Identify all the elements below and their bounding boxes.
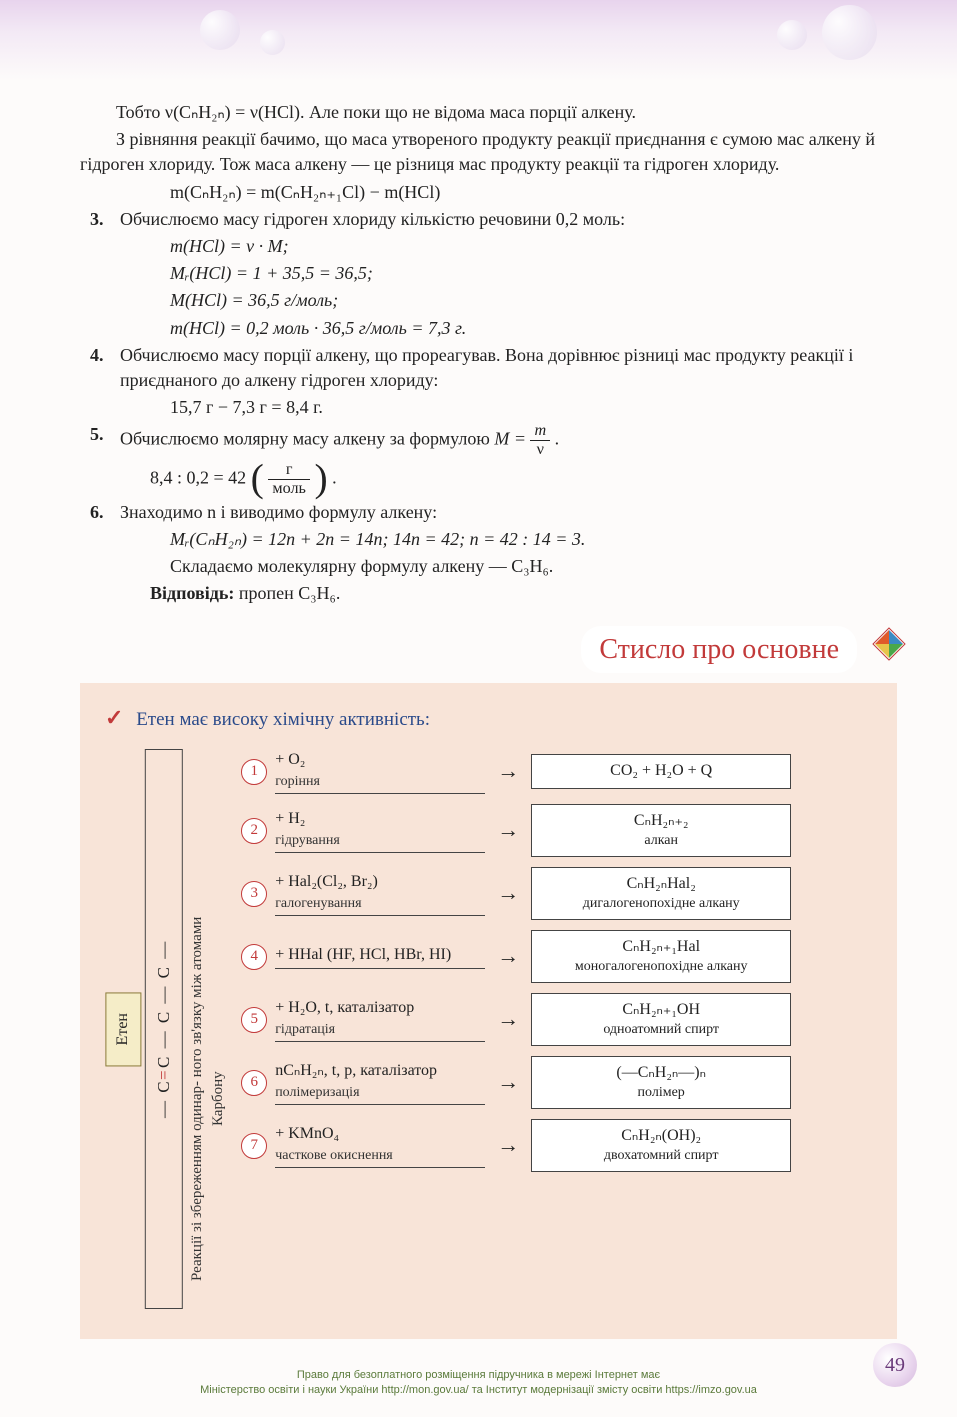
- reaction-row: 2 + H₂гідрування → CₙH₂ₙ₊₂алкан: [241, 804, 872, 857]
- step-text: Обчислюємо масу порції алкену, що прореа…: [120, 343, 897, 393]
- reaction-number: 5: [241, 1007, 267, 1033]
- reaction-row: 3 + Hal₂(Cl₂, Br₂)галогенування → CₙH₂ₙHal₂…: [241, 867, 872, 920]
- summary-box: ✓ Етен має високу хімічну активність: Ет…: [80, 683, 897, 1339]
- step-number: 5.: [80, 422, 120, 459]
- summary-title: ✓ Етен має високу хімічну активність:: [105, 703, 872, 734]
- equation: 8,4 : 0,2 = 42 ( г моль ) .: [80, 461, 897, 498]
- reaction-number: 2: [241, 818, 267, 844]
- step-item: 3. Обчислюємо масу гідроген хлориду кіль…: [80, 207, 897, 232]
- reaction-diagram: Етен — C = C — C — C — Реакції зі збереж…: [105, 749, 872, 1309]
- reaction-reagent: + H₂O, t, каталізаторгідратація: [275, 997, 485, 1042]
- step-text: Обчислюємо масу гідроген хлориду кількіс…: [120, 207, 897, 232]
- equation: m(HCl) = ν · M;: [80, 234, 897, 259]
- equation: Складаємо молекулярну формулу алкену — C…: [80, 554, 897, 579]
- arrow-icon: →: [497, 941, 519, 972]
- reaction-product: CₙH₂ₙ(OH)₂двохатомний спирт: [531, 1119, 791, 1172]
- paren-open: (: [251, 467, 264, 491]
- reaction-row: 1 + O₂горіння → CO₂ + H₂O + Q: [241, 749, 872, 794]
- step-number: 6.: [80, 500, 120, 525]
- step-number: 4.: [80, 343, 120, 393]
- eten-label: Етен: [105, 992, 141, 1066]
- answer-text: пропен C₃H₆.: [239, 583, 340, 603]
- equation: 15,7 г − 7,3 г = 8,4 г.: [80, 395, 897, 420]
- calc-prefix: 8,4 : 0,2 = 42: [150, 467, 251, 487]
- paragraph: Тобто ν(CₙH₂ₙ) = ν(HCl). Але поки що не …: [80, 100, 897, 125]
- bubble-decoration: [200, 10, 240, 50]
- step-item: 5. Обчислюємо молярну масу алкену за фор…: [80, 422, 897, 459]
- answer-line: Відповідь: пропен C₃H₆.: [80, 581, 897, 606]
- fraction-numerator: г: [268, 461, 310, 480]
- diagram-left: Етен — C = C — C — C — Реакції зі збереж…: [105, 749, 233, 1309]
- footer-line: Міністерство освіти і науки України http…: [0, 1383, 957, 1397]
- reaction-number: 1: [241, 759, 267, 785]
- reaction-product: (—CₙH₂ₙ—)ₙполімер: [531, 1056, 791, 1109]
- reaction-number: 6: [241, 1070, 267, 1096]
- arrow-icon: →: [497, 1067, 519, 1098]
- fraction: m ν: [530, 422, 550, 459]
- page-header-decoration: [0, 0, 957, 80]
- answer-label: Відповідь:: [150, 583, 234, 603]
- step-text: Обчислюємо молярну масу алкену за формул…: [120, 422, 897, 459]
- reaction-number: 4: [241, 944, 267, 970]
- text-span: .: [555, 429, 560, 449]
- equation: m(HCl) = 0,2 моль · 36,5 г/моль = 7,3 г.: [80, 316, 897, 341]
- step-text: Знаходимо n і виводимо формулу алкену:: [120, 500, 897, 525]
- fraction-denominator: моль: [268, 480, 310, 498]
- banner-title: Стисло про основне: [581, 626, 857, 673]
- footer-text: Право для безоплатного розміщення підруч…: [0, 1368, 957, 1397]
- reaction-product: CₙH₂ₙHal₂дигалогенопохідне алкану: [531, 867, 791, 920]
- arrow-icon: →: [497, 878, 519, 909]
- step-item: 4. Обчислюємо масу порції алкену, що про…: [80, 343, 897, 393]
- reaction-number: 7: [241, 1133, 267, 1159]
- bubble-decoration: [777, 20, 807, 50]
- reaction-reagent: + KMnO₄часткове окиснення: [275, 1123, 485, 1168]
- reaction-reagent: + H₂гідрування: [275, 808, 485, 853]
- equation: M(HCl) = 36,5 г/моль;: [80, 288, 897, 313]
- section-banner: Стисло про основне: [80, 626, 897, 673]
- reaction-reagent: + HHal (HF, HCl, HBr, HI): [275, 944, 485, 969]
- equation: Mᵣ(CₙH₂ₙ) = 12n + 2n = 14n; 14n = 42; n …: [80, 527, 897, 552]
- bubble-decoration: [822, 5, 877, 60]
- reaction-reagent: + O₂горіння: [275, 749, 485, 794]
- bubble-decoration: [260, 30, 285, 55]
- diamond-icon: [871, 626, 907, 662]
- reaction-product: CₙH₂ₙ₊₁Halмоногалогенопохідне алкану: [531, 930, 791, 983]
- paragraph: З рівняння реакції бачимо, що маса утвор…: [80, 127, 897, 177]
- fraction-numerator: m: [530, 422, 550, 441]
- reaction-reagent: nCₙH₂ₙ, t, p, каталізаторполімеризація: [275, 1060, 485, 1105]
- reaction-number: 3: [241, 881, 267, 907]
- equation: m(CₙH₂ₙ) = m(CₙH₂ₙ₊₁Cl) − m(HCl): [80, 180, 897, 205]
- fraction: г моль: [268, 461, 310, 498]
- arrow-icon: →: [497, 1004, 519, 1035]
- reaction-product: CₙH₂ₙ₊₁OHодноатомний спирт: [531, 993, 791, 1046]
- reaction-row: 6 nCₙH₂ₙ, t, p, каталізаторполімеризація →…: [241, 1056, 872, 1109]
- reaction-row: 5 + H₂O, t, каталізаторгідратація → CₙH₂ₙ₊₁…: [241, 993, 872, 1046]
- fraction-denominator: ν: [530, 441, 550, 459]
- reaction-note: Реакції зі збереженням одинар- ного зв'я…: [183, 889, 233, 1309]
- reaction-reagent: + Hal₂(Cl₂, Br₂)галогенування: [275, 871, 485, 916]
- reaction-product: CₙH₂ₙ₊₂алкан: [531, 804, 791, 857]
- calc-suffix: .: [332, 467, 337, 487]
- reaction-rows: 1 + O₂горіння → CO₂ + H₂O + Q 2 + H₂гідруванн…: [233, 749, 872, 1309]
- footer-line: Право для безоплатного розміщення підруч…: [0, 1368, 957, 1382]
- step-number: 3.: [80, 207, 120, 232]
- equation: Mᵣ(HCl) = 1 + 35,5 = 36,5;: [80, 261, 897, 286]
- text-span: Обчислюємо молярну масу алкену за формул…: [120, 429, 494, 449]
- step-item: 6. Знаходимо n і виводимо формулу алкену…: [80, 500, 897, 525]
- arrow-icon: →: [497, 1130, 519, 1161]
- arrow-icon: →: [497, 756, 519, 787]
- summary-title-text: Етен має високу хімічну активність:: [136, 709, 430, 730]
- arrow-icon: →: [497, 815, 519, 846]
- reaction-row: 4 + HHal (HF, HCl, HBr, HI) → CₙH₂ₙ₊₁Halмон…: [241, 930, 872, 983]
- check-icon: ✓: [105, 705, 123, 730]
- formula-lhs: M =: [494, 429, 530, 449]
- structure-formula: — C = C — C — C —: [145, 749, 183, 1309]
- reaction-row: 7 + KMnO₄часткове окиснення → CₙH₂ₙ(OH)₂дво…: [241, 1119, 872, 1172]
- paren-close: ): [314, 467, 327, 491]
- reaction-product: CO₂ + H₂O + Q: [531, 754, 791, 789]
